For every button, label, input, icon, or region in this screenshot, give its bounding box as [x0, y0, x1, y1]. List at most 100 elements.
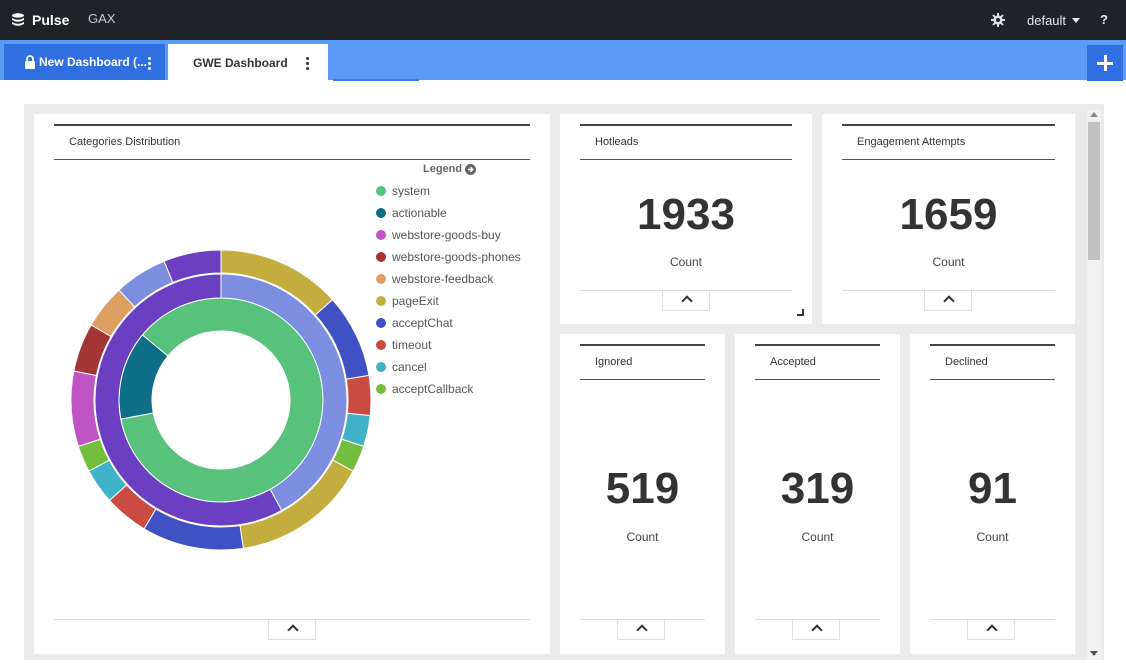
legend-label: webstore-goods-phones [392, 250, 521, 264]
sunburst-chart [70, 249, 372, 551]
sunburst-segment-acceptChat[interactable] [94, 273, 283, 527]
legend-toggle-label: Legend [423, 163, 463, 175]
chevron-up-icon [811, 624, 823, 636]
tenant-dropdown[interactable]: default [1027, 13, 1081, 28]
legend-item-acceptChat[interactable]: acceptChat [376, 312, 521, 334]
legend-item-acceptCallback[interactable]: acceptCallback [376, 378, 521, 400]
legend-item-cancel[interactable]: cancel [376, 356, 521, 378]
widget-declined: Declined 91 Count [910, 334, 1075, 654]
database-icon [12, 13, 24, 26]
tab-menu-icon[interactable] [148, 57, 151, 70]
lock-icon [25, 55, 35, 69]
widget-title: Accepted [755, 344, 880, 380]
chevron-up-icon [681, 295, 693, 307]
kpi-value: 91 [968, 464, 1017, 513]
brand[interactable]: Pulse [10, 10, 69, 30]
tab-gwe-dashboard[interactable]: GWE Dashboard [168, 44, 328, 80]
kpi-caption: Count [626, 530, 659, 544]
collapse-button[interactable] [924, 291, 972, 311]
kpi-value: 1659 [899, 190, 998, 239]
chevron-up-icon [636, 624, 648, 636]
widget-engagement-attempts: Engagement Attempts 1659 Count [822, 114, 1075, 324]
collapse-button[interactable] [967, 620, 1015, 640]
kpi-caption: Count [932, 255, 965, 269]
legend-label: pageExit [392, 294, 439, 308]
collapse-button[interactable] [617, 620, 665, 640]
legend-item-system[interactable]: system [376, 180, 521, 202]
legend-swatch [376, 384, 386, 394]
tab-label: New Dashboard (... [39, 55, 148, 69]
vertical-scrollbar[interactable] [1087, 110, 1101, 660]
widget-title: Engagement Attempts [842, 124, 1055, 160]
legend-swatch [376, 252, 386, 262]
legend-item-timeout[interactable]: timeout [376, 334, 521, 356]
widget-footer-divider [755, 619, 880, 620]
tab-underline [333, 79, 419, 81]
collapse-button[interactable] [268, 620, 316, 640]
scroll-thumb[interactable] [1088, 122, 1100, 260]
kpi-value: 319 [780, 464, 855, 513]
scroll-down-icon[interactable] [1090, 651, 1098, 656]
legend-label: webstore-feedback [392, 272, 494, 286]
legend-item-webstore-goods-phones[interactable]: webstore-goods-phones [376, 246, 521, 268]
legend-label: acceptCallback [392, 382, 474, 396]
legend-label: acceptChat [392, 316, 453, 330]
legend-swatch [376, 296, 386, 306]
legend-item-pageExit[interactable]: pageExit [376, 290, 521, 312]
legend-item-webstore-feedback[interactable]: webstore-feedback [376, 268, 521, 290]
legend-swatch [376, 274, 386, 284]
legend-swatch [376, 230, 386, 240]
kpi-caption: Count [976, 530, 1009, 544]
arrow-circle-right-icon [465, 163, 477, 175]
widget-footer-divider [842, 290, 1055, 291]
legend-label: system [392, 184, 431, 198]
widget-title: Hotleads [580, 124, 792, 160]
gear-icon[interactable] [991, 13, 1005, 27]
legend-swatch [376, 318, 386, 328]
kpi-caption: Count [669, 255, 703, 269]
widget-footer-divider [930, 619, 1055, 620]
tab-label: GWE Dashboard [193, 56, 288, 70]
kpi-value: 519 [605, 464, 680, 513]
legend-item-webstore-goods-buy[interactable]: webstore-goods-buy [376, 224, 521, 246]
legend-label: cancel [392, 360, 427, 374]
collapse-button[interactable] [662, 291, 710, 311]
widget-title: Declined [930, 344, 1055, 380]
app-name[interactable]: GAX [88, 11, 116, 26]
legend-swatch [376, 208, 386, 218]
tenant-label: default [1027, 13, 1067, 28]
collapse-button[interactable] [792, 620, 840, 640]
chevron-up-icon [287, 624, 299, 636]
legend-swatch [376, 340, 386, 350]
legend-swatch [376, 186, 386, 196]
legend-swatch [376, 362, 386, 372]
widget-accepted: Accepted 319 Count [735, 334, 900, 654]
legend-label: actionable [392, 206, 447, 220]
chevron-up-icon [986, 624, 998, 636]
widget-footer-divider [580, 619, 705, 620]
add-dashboard-button[interactable] [1087, 45, 1123, 81]
widget-ignored: Ignored 519 Count [560, 334, 725, 654]
help-icon[interactable]: ? [1100, 12, 1108, 27]
widget-title: Ignored [580, 344, 705, 380]
kpi-caption: Count [801, 530, 834, 544]
widget-footer-divider [580, 290, 792, 291]
sunburst-segment-acceptChat[interactable] [163, 249, 222, 284]
resize-handle[interactable] [797, 309, 804, 316]
legend-item-actionable[interactable]: actionable [376, 202, 521, 224]
chart-legend: system actionable webstore-goods-buy websto… [376, 180, 521, 400]
legend-label: timeout [392, 338, 432, 352]
tab-menu-icon[interactable] [306, 57, 309, 70]
tab-new-dashboard[interactable]: New Dashboard (... [4, 44, 165, 80]
legend-label: webstore-goods-buy [392, 228, 501, 242]
dashboard-canvas: Categories Distribution Hotleads 1933 Co… [24, 104, 1104, 660]
widget-footer-divider [54, 619, 530, 620]
top-navigation-bar: Pulse GAX default ? [0, 0, 1126, 40]
chevron-up-icon [943, 295, 955, 307]
scroll-up-icon[interactable] [1090, 112, 1098, 117]
dashboard-tab-bar: New Dashboard (... GWE Dashboard [0, 40, 1126, 80]
widget-hotleads: Hotleads 1933 Count [560, 114, 812, 324]
legend-toggle[interactable]: Legend [423, 163, 477, 175]
sunburst-segment-timeout[interactable] [345, 374, 372, 417]
brand-name: Pulse [32, 12, 70, 28]
